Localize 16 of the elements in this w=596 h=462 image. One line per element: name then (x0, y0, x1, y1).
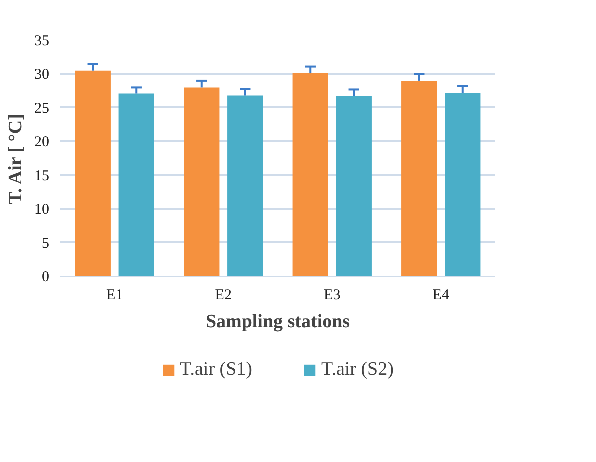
x-tick-label: E1 (106, 288, 124, 304)
y-tick-label: 10 (34, 202, 50, 218)
x-axis-title: Sampling stations (206, 312, 350, 332)
y-axis-title: T. Air [ °C] (6, 114, 26, 204)
y-tick-label: 20 (34, 134, 50, 151)
y-tick-label: 25 (34, 100, 50, 117)
y-tick-label: 0 (42, 270, 50, 286)
y-tick-label: 30 (34, 67, 50, 84)
y-tick-label: 15 (34, 168, 50, 184)
legend-label: T.air (S2) (322, 359, 394, 381)
y-tick-label: 35 (34, 34, 50, 50)
y-tick-label: 5 (42, 236, 50, 252)
x-tick-label: E2 (215, 288, 232, 304)
x-tick-label: E3 (324, 288, 341, 304)
legend-label: T.air (S1) (180, 359, 252, 381)
x-tick-label: E4 (432, 288, 450, 304)
